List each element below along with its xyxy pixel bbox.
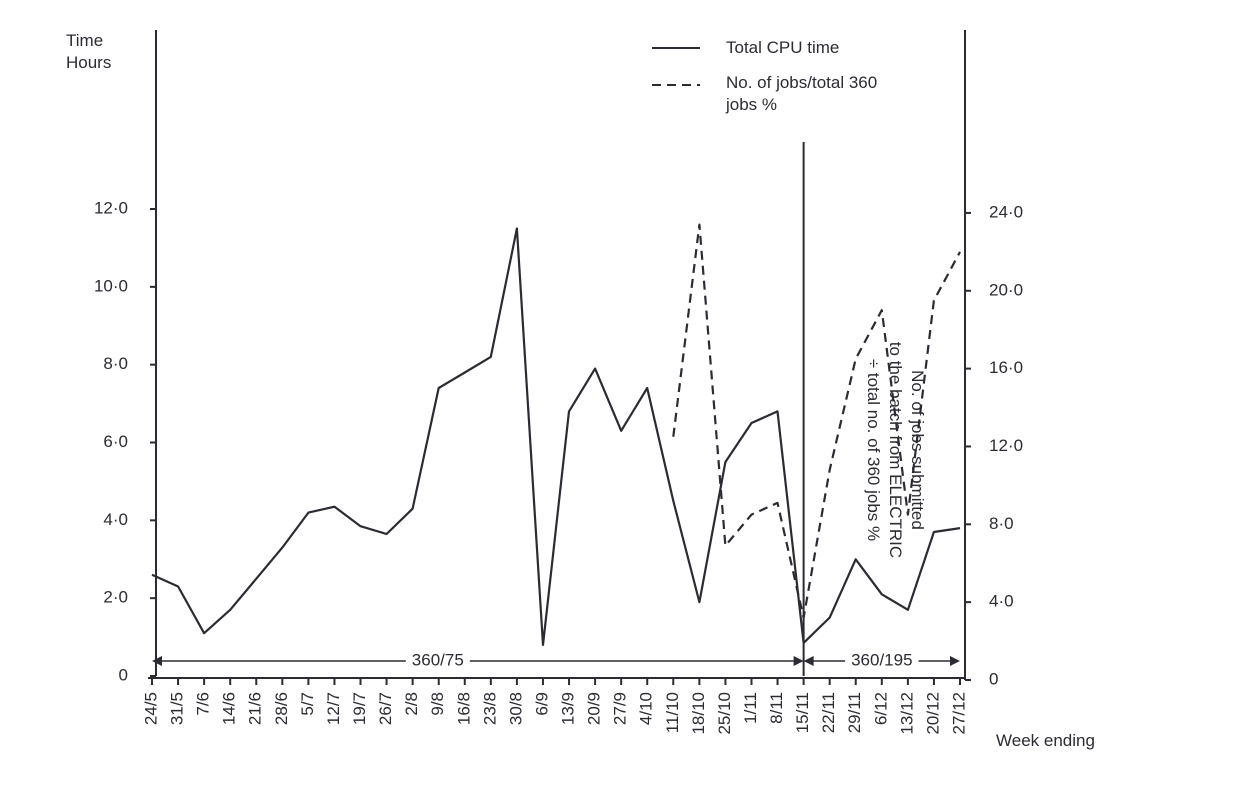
x-tick-label: 6/9 — [532, 692, 551, 716]
x-tick-label: 22/11 — [819, 692, 838, 733]
x-tick-label: 4/10 — [637, 692, 656, 725]
y2-tick-label: 12·0 — [989, 436, 1023, 455]
y-tick-label: 0 — [119, 665, 128, 684]
x-tick-label: 28/6 — [272, 692, 291, 725]
x-tick-label: 2/8 — [402, 692, 421, 716]
x-tick-label: 13/9 — [559, 692, 578, 725]
x-tick-label: 27/12 — [949, 692, 968, 735]
series-line — [672, 223, 961, 619]
x-tick-label: 25/10 — [715, 692, 734, 735]
x-tick-label: 19/7 — [350, 692, 369, 725]
x-tick-label: 23/8 — [480, 692, 499, 725]
x-tick-label: 8/11 — [767, 692, 786, 724]
x-tick-label: 24/5 — [141, 692, 160, 725]
y2-tick-label: 16·0 — [989, 358, 1023, 377]
x-tick-label: 16/8 — [454, 692, 473, 725]
y-tick-label: 4·0 — [103, 510, 128, 529]
legend-label: Total CPU time — [726, 38, 840, 57]
period-label-bg — [405, 650, 470, 670]
y2-tick-label: 24·0 — [989, 202, 1023, 221]
x-tick-label: 13/12 — [897, 692, 916, 735]
y-label-line: Hours — [66, 53, 112, 72]
y2-label-line: to the batch from ELECTRIC — [886, 341, 905, 559]
y-tick-label: 8·0 — [103, 354, 128, 373]
y2-tick-label: 4·0 — [989, 592, 1014, 611]
x-tick-label: 20/9 — [585, 692, 604, 725]
period-label: 360/75 — [412, 650, 464, 669]
x-tick-label: 21/6 — [246, 692, 265, 725]
x-tick-label: 14/6 — [220, 692, 239, 725]
y-label-line: Time — [66, 31, 104, 50]
y2-tick-label: 0 — [989, 669, 998, 688]
y2-label-line: No. of jobs submitted — [908, 370, 927, 530]
x-tick-label: 9/8 — [428, 692, 447, 716]
x-tick-label: 26/7 — [376, 692, 395, 725]
x-tick-label: 18/10 — [689, 692, 708, 735]
y-tick-label: 6·0 — [103, 432, 128, 451]
y-tick-label: 12·0 — [94, 198, 128, 217]
x-tick-label: 27/9 — [611, 692, 630, 725]
x-tick-label: 31/5 — [168, 692, 187, 725]
legend-label: No. of jobs/total 360 jobs % — [726, 73, 878, 114]
y-tick-label: 2·0 — [103, 588, 128, 607]
x-tick-label: 7/6 — [194, 692, 213, 716]
period-label: 360/195 — [851, 650, 912, 669]
x-tick-label: 29/11 — [845, 692, 864, 733]
x-tick-label: 11/10 — [663, 692, 682, 733]
y-tick-label: 10·0 — [94, 276, 128, 295]
y2-tick-label: 8·0 — [989, 514, 1014, 533]
y2-axis-label: No. of jobs submitted to the batch from E… — [862, 320, 928, 580]
x-tick-label: 12/7 — [324, 692, 343, 725]
x-tick-label: 30/8 — [506, 692, 525, 725]
y2-label-line: ÷ total no. of 360 jobs % — [864, 358, 883, 542]
x-tick-label: 6/12 — [871, 692, 890, 725]
period-label-bg — [845, 650, 919, 670]
x-tick-label: 15/11 — [793, 692, 812, 733]
x-tick-label: 5/7 — [298, 692, 317, 716]
x-tick-label: 20/12 — [923, 692, 942, 735]
x-axis-label: Week ending — [996, 731, 1095, 750]
x-tick-label: 1/11 — [741, 692, 760, 724]
y-axis-label: Time Hours — [66, 30, 111, 74]
series-line — [151, 227, 961, 646]
y2-tick-label: 20·0 — [989, 280, 1023, 299]
